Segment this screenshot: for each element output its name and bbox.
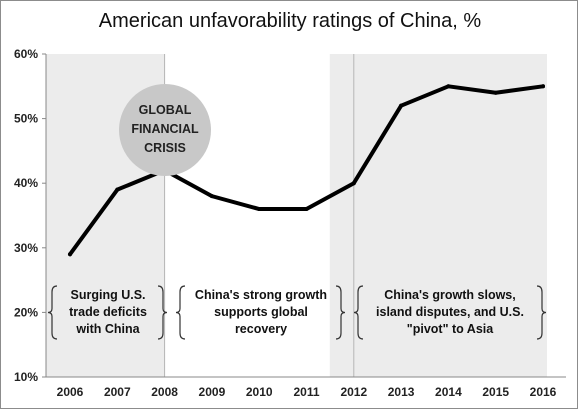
annotation-right-bracket	[157, 285, 168, 340]
x-tick-label: 2012	[340, 385, 367, 399]
y-tick-label: 20%	[14, 305, 38, 319]
x-tick-label: 2006	[57, 385, 84, 399]
y-tick-label: 30%	[14, 241, 38, 255]
data-point	[257, 207, 262, 212]
annotation-text: China's strong growth	[195, 288, 327, 302]
x-tick-label: 2007	[104, 385, 131, 399]
annotation-text: with China	[75, 322, 140, 336]
crisis-callout-text: FINANCIAL	[131, 122, 199, 136]
crisis-callout-text: CRISIS	[144, 141, 186, 155]
annotation-right-bracket	[536, 285, 547, 340]
data-point	[304, 207, 309, 212]
crisis-callout-bubble	[119, 84, 211, 176]
annotation-text: trade deficits	[69, 305, 147, 319]
data-point	[351, 181, 356, 186]
y-tick-label: 60%	[14, 47, 38, 61]
y-tick-label: 10%	[14, 370, 38, 384]
data-point	[115, 187, 120, 192]
x-tick-label: 2016	[530, 385, 557, 399]
shaded-period-2	[329, 54, 547, 377]
x-tick-label: 2010	[246, 385, 273, 399]
data-point	[446, 84, 451, 89]
y-tick-label: 50%	[14, 112, 38, 126]
data-point	[68, 252, 72, 257]
annotation-text: supports global	[214, 305, 308, 319]
x-tick-label: 2014	[435, 385, 462, 399]
data-point	[399, 103, 404, 108]
x-tick-label: 2013	[388, 385, 415, 399]
y-tick-label: 40%	[14, 176, 38, 190]
x-tick-label: 2011	[293, 385, 319, 399]
x-tick-label: 2008	[151, 385, 178, 399]
annotation-left-bracket	[175, 285, 186, 340]
x-tick-label: 2009	[199, 385, 226, 399]
annotation-left-bracket	[353, 285, 364, 340]
chart-title: American unfavorability ratings of China…	[98, 10, 482, 32]
annotation-right-bracket	[335, 285, 346, 340]
annotation-text: "pivot" to Asia	[407, 322, 494, 336]
annotation-left-bracket	[47, 285, 58, 340]
x-tick-label: 2015	[482, 385, 509, 399]
annotation-text: island disputes, and U.S.	[376, 305, 524, 319]
data-point	[493, 90, 498, 95]
annotation-text: China's growth slows,	[384, 288, 515, 302]
annotation-text: recovery	[235, 322, 287, 336]
data-point	[209, 194, 214, 199]
data-point	[541, 84, 545, 89]
crisis-callout-text: GLOBAL	[139, 103, 192, 117]
annotation-text: Surging U.S.	[71, 288, 146, 302]
